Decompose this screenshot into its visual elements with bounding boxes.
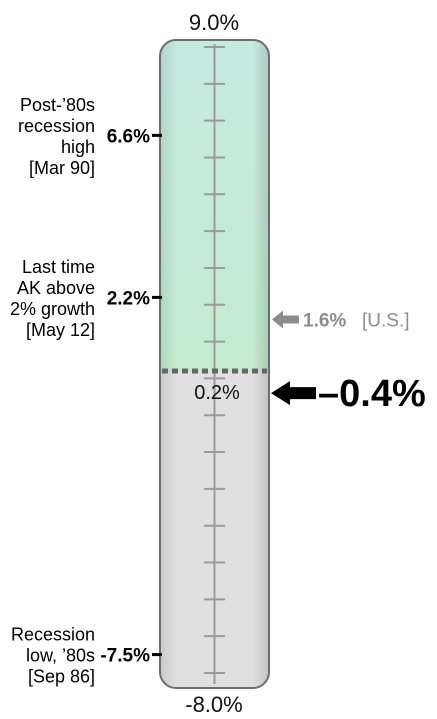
scale-max-label: 9.0%	[189, 10, 239, 35]
marker-value: 2.2%	[107, 288, 150, 309]
scale-min-label: -8.0%	[185, 692, 242, 717]
marker-caption-line: [Mar 90]	[29, 158, 95, 178]
marker-caption-line: Post-’80s	[20, 95, 95, 115]
comparison-marker: 1.6% [U.S.]	[272, 310, 410, 331]
marker-value: -7.5%	[100, 646, 150, 667]
marker-caption-line: [May 12]	[26, 320, 95, 340]
marker-caption-line: recession	[18, 116, 95, 136]
gauge-ticks	[204, 46, 225, 674]
marker-caption-line: low, ’80s	[26, 646, 95, 666]
comparison-value: 1.6%	[303, 310, 346, 331]
marker-caption-line: Last time	[22, 257, 95, 277]
divider-label: 0.2%	[194, 382, 240, 404]
marker-caption-line: high	[61, 137, 95, 157]
marker-caption-line: [Sep 86]	[28, 667, 95, 687]
marker-value: 6.6%	[107, 126, 150, 147]
marker-caption-line: 2% growth	[10, 299, 95, 319]
left-arrow-icon	[271, 381, 316, 406]
gauge-tube	[159, 39, 270, 689]
current-value: –0.4%	[318, 373, 426, 415]
left-arrow-icon	[272, 310, 299, 329]
marker-caption-line: Recession	[11, 625, 95, 645]
current-marker: –0.4%	[271, 373, 426, 415]
comparison-label: [U.S.]	[362, 310, 410, 331]
marker-caption-line: AK above	[17, 278, 95, 298]
